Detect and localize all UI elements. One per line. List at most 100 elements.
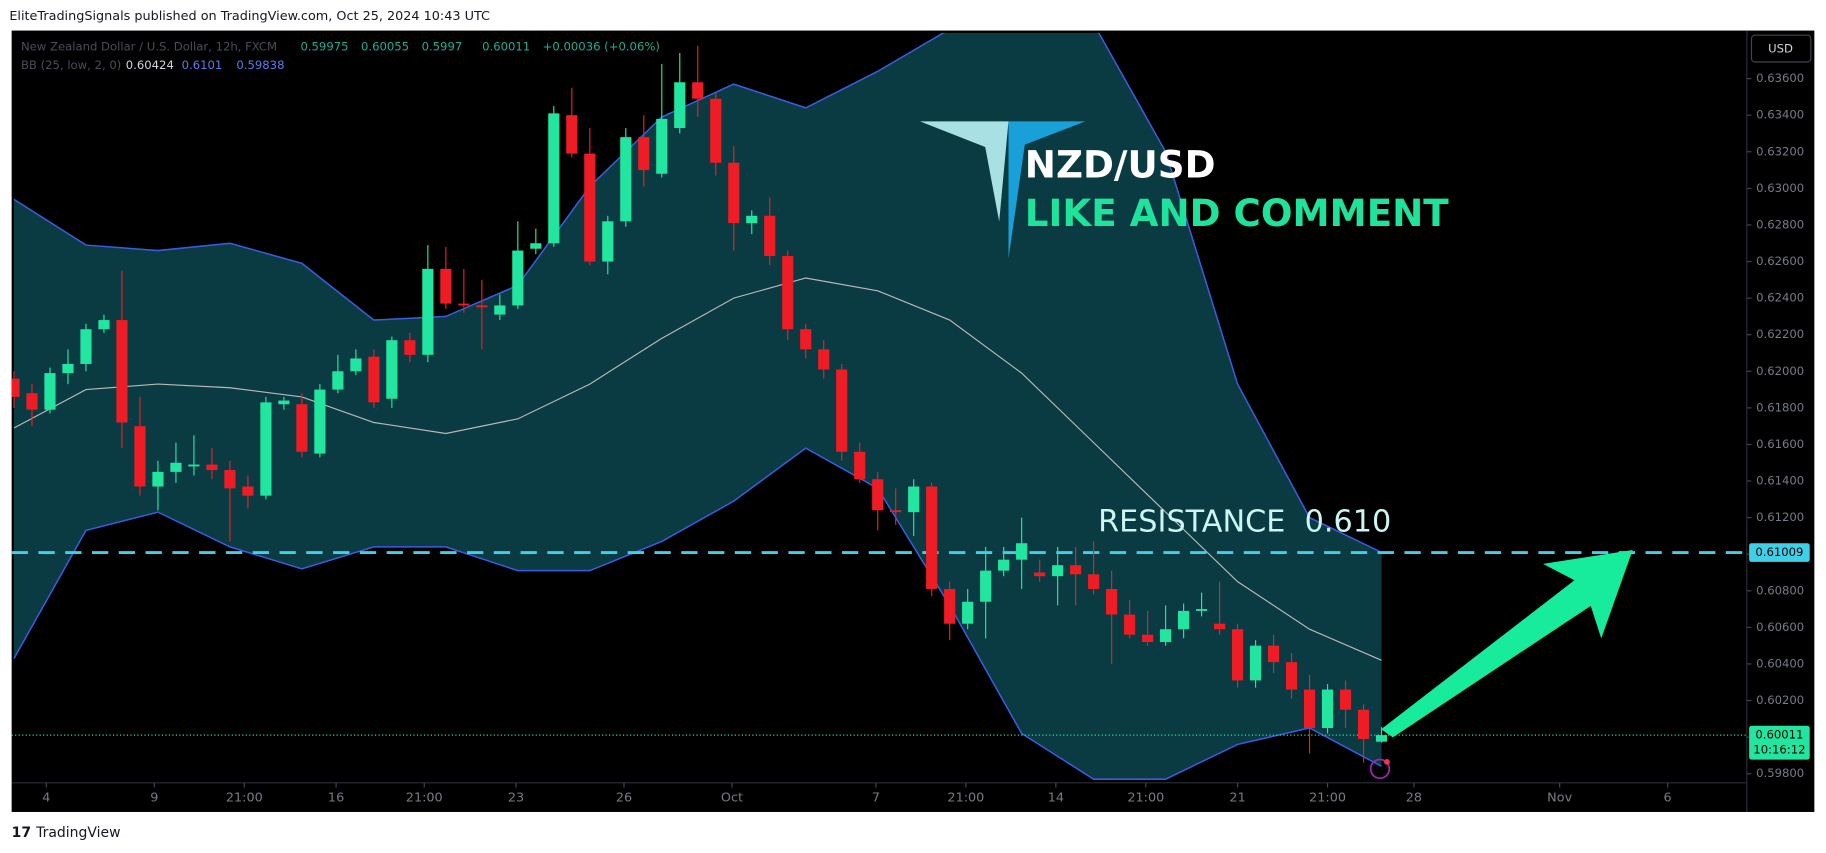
x-tick-label: 21:00 <box>226 790 263 805</box>
candle-body <box>512 250 524 306</box>
candle-body <box>1267 645 1280 663</box>
candle-body <box>44 373 56 410</box>
candle-body <box>1303 689 1316 728</box>
candle-body <box>278 400 290 405</box>
candle-body <box>944 588 956 624</box>
candle-body <box>566 115 578 154</box>
y-tick-label: 0.60400 <box>1756 656 1804 670</box>
candle-body <box>332 371 344 390</box>
candle-body <box>1124 614 1136 635</box>
candle-body <box>692 82 704 99</box>
candle-body <box>998 559 1010 571</box>
candle-body <box>872 479 884 511</box>
y-tick-label: 0.63600 <box>1756 71 1804 85</box>
ohlc-value: 0.60011 <box>482 39 530 53</box>
candle-body <box>404 340 416 355</box>
x-tick-label: 4 <box>42 790 50 805</box>
x-tick-label: 21:00 <box>1127 790 1164 805</box>
candle-body <box>548 113 560 244</box>
x-tick-label: Oct <box>721 790 743 805</box>
y-tick-label: 0.62200 <box>1756 327 1804 341</box>
candle-body <box>1178 610 1190 630</box>
countdown: 10:16:12 <box>1753 743 1805 757</box>
x-tick-label: 16 <box>328 790 344 805</box>
candle-body <box>908 486 920 513</box>
y-tick-label: 0.61800 <box>1756 400 1804 414</box>
overlay: 0.598000.600000.602000.604000.606000.608… <box>21 39 1810 805</box>
y-tick-label: 0.60800 <box>1756 583 1804 597</box>
event-icon <box>1369 758 1391 780</box>
x-tick-label: 14 <box>1048 790 1064 805</box>
band-fill <box>13 32 1382 780</box>
candle-body <box>224 470 236 489</box>
publish-header: EliteTradingSignals published on Trading… <box>9 9 490 24</box>
currency-box <box>1750 34 1812 63</box>
candle-body <box>1034 572 1046 577</box>
band-middle <box>13 277 1382 661</box>
y-tick-label: 0.62400 <box>1756 291 1804 305</box>
resistance-tag <box>1749 543 1810 562</box>
logo-right <box>1008 121 1086 259</box>
candle-body <box>1160 629 1172 643</box>
candle-body <box>656 118 668 174</box>
plot-area <box>11 32 1747 780</box>
candle-body <box>926 486 938 589</box>
candle-body <box>476 305 488 308</box>
call-to-action: LIKE AND COMMENT <box>1025 191 1450 235</box>
candle-body <box>206 464 218 471</box>
candle-body <box>818 349 830 370</box>
candle-body <box>11 378 20 397</box>
candle-body <box>494 305 506 315</box>
change: +0.00036 (+0.06%) <box>543 39 660 53</box>
resistance-note: RESISTANCE 0.610 <box>1098 505 1391 540</box>
x-tick-label: 21:00 <box>947 790 984 805</box>
candle-body <box>1339 689 1352 710</box>
candle-body <box>584 153 596 262</box>
candle-body <box>764 215 776 257</box>
y-tick-label: 0.62000 <box>1756 364 1804 378</box>
candle-body <box>980 570 992 602</box>
footer-brand: TradingView <box>35 825 120 841</box>
pair-label: NZD/USD <box>1025 142 1216 186</box>
x-tick-label: Nov <box>1547 790 1572 805</box>
candle-body <box>134 426 146 487</box>
candle-body <box>854 451 866 480</box>
candle-body <box>1196 609 1208 611</box>
candle-body <box>890 510 902 513</box>
x-tick-label: 21:00 <box>1309 790 1346 805</box>
x-tick-label: 7 <box>872 790 880 805</box>
candle-body <box>530 243 542 249</box>
last-price-tag <box>1749 725 1810 760</box>
x-tick-label: 9 <box>150 790 158 805</box>
x-tick-label: 6 <box>1664 790 1672 805</box>
x-tick-label: 23 <box>508 790 524 805</box>
candle-body <box>710 98 722 163</box>
ohlc-value: 0.59975 <box>300 39 348 53</box>
y-tick-label: 0.61200 <box>1756 510 1804 524</box>
candle-body <box>386 340 398 399</box>
y-tick-label: 0.63400 <box>1756 108 1804 122</box>
candle-body <box>602 221 614 262</box>
candle-body <box>638 137 650 171</box>
y-tick-label: 0.61600 <box>1756 437 1804 451</box>
y-tick-label: 0.60600 <box>1756 620 1804 634</box>
candle-body <box>260 402 272 496</box>
candle-body <box>1232 629 1244 681</box>
x-tick-label: 28 <box>1406 790 1422 805</box>
candle-body <box>962 601 974 624</box>
up-arrow <box>1381 549 1633 738</box>
candle-body <box>1321 689 1334 728</box>
candle-body <box>440 268 452 304</box>
candle-body <box>1088 574 1100 589</box>
indicator-value: 0.60424 <box>126 58 174 72</box>
candle-body <box>620 137 632 222</box>
candle-body <box>1214 623 1226 630</box>
candle-body <box>314 389 326 454</box>
candle-body <box>1142 634 1154 643</box>
candle-body <box>1016 543 1028 560</box>
last-price-label: 0.60011 <box>1755 728 1803 742</box>
candle-body <box>836 369 848 452</box>
indicator-name: BB (25, low, 2, 0) <box>21 58 121 72</box>
